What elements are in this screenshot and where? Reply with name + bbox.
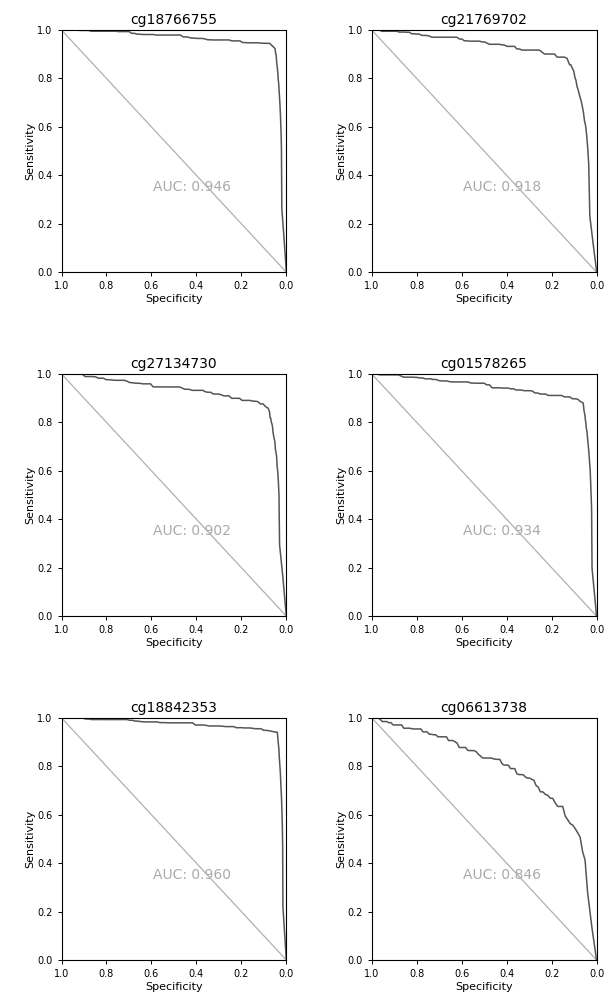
Title: cg06613738: cg06613738 (440, 701, 528, 715)
Text: AUC: 0.846: AUC: 0.846 (463, 868, 541, 882)
X-axis label: Specificity: Specificity (455, 982, 513, 992)
Text: AUC: 0.902: AUC: 0.902 (153, 524, 231, 538)
Y-axis label: Sensitivity: Sensitivity (336, 466, 346, 524)
Y-axis label: Sensitivity: Sensitivity (336, 122, 346, 180)
X-axis label: Specificity: Specificity (455, 294, 513, 304)
Title: cg18766755: cg18766755 (130, 13, 218, 27)
Title: cg01578265: cg01578265 (441, 357, 528, 371)
Title: cg18842353: cg18842353 (130, 701, 217, 715)
X-axis label: Specificity: Specificity (145, 982, 203, 992)
Y-axis label: Sensitivity: Sensitivity (26, 122, 36, 180)
Text: AUC: 0.946: AUC: 0.946 (153, 180, 231, 194)
X-axis label: Specificity: Specificity (455, 638, 513, 648)
Title: cg27134730: cg27134730 (130, 357, 217, 371)
Text: AUC: 0.960: AUC: 0.960 (153, 868, 231, 882)
Y-axis label: Sensitivity: Sensitivity (26, 810, 36, 868)
Y-axis label: Sensitivity: Sensitivity (26, 466, 36, 524)
Y-axis label: Sensitivity: Sensitivity (336, 810, 346, 868)
Text: AUC: 0.934: AUC: 0.934 (463, 524, 541, 538)
X-axis label: Specificity: Specificity (145, 294, 203, 304)
Text: AUC: 0.918: AUC: 0.918 (463, 180, 541, 194)
X-axis label: Specificity: Specificity (145, 638, 203, 648)
Title: cg21769702: cg21769702 (441, 13, 528, 27)
